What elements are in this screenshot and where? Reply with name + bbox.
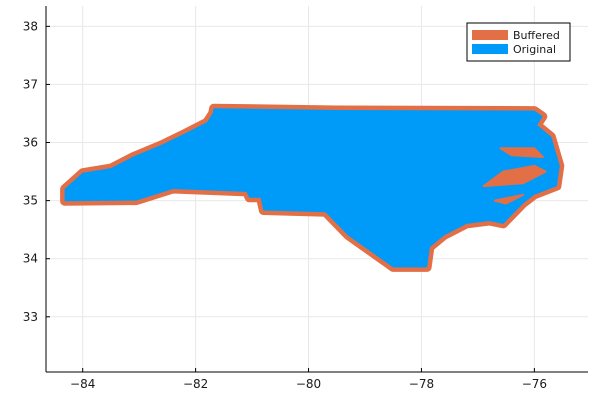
legend-label-buffered: Buffered (513, 29, 560, 42)
sound-inlets (482, 147, 547, 205)
legend-swatch-original (472, 44, 508, 54)
x-tick-label: −80 (296, 377, 321, 391)
y-axis-ticks: 33 34 35 36 37 38 (23, 19, 50, 324)
legend-label-original: Original (513, 43, 556, 56)
buffered-sound-inlet (482, 164, 547, 188)
y-tick-label: 35 (23, 194, 38, 208)
x-tick-label: −76 (522, 377, 547, 391)
y-tick-label: 33 (23, 310, 38, 324)
legend-swatch-buffered (472, 30, 508, 40)
buffered-sound-inlet (493, 193, 525, 205)
x-tick-label: −78 (409, 377, 434, 391)
y-tick-label: 36 (23, 136, 38, 150)
y-tick-label: 34 (23, 252, 38, 266)
buffered-sound-inlet (499, 147, 544, 158)
x-axis-ticks: −84 −82 −80 −78 −76 (70, 368, 547, 391)
x-tick-label: −84 (70, 377, 95, 391)
original-shape (64, 108, 560, 268)
legend-box (466, 22, 571, 62)
x-tick-label: −82 (183, 377, 208, 391)
y-tick-label: 37 (23, 77, 38, 91)
axes (45, 6, 588, 373)
y-tick-label: 38 (23, 19, 38, 33)
map-shapes (60, 103, 565, 272)
